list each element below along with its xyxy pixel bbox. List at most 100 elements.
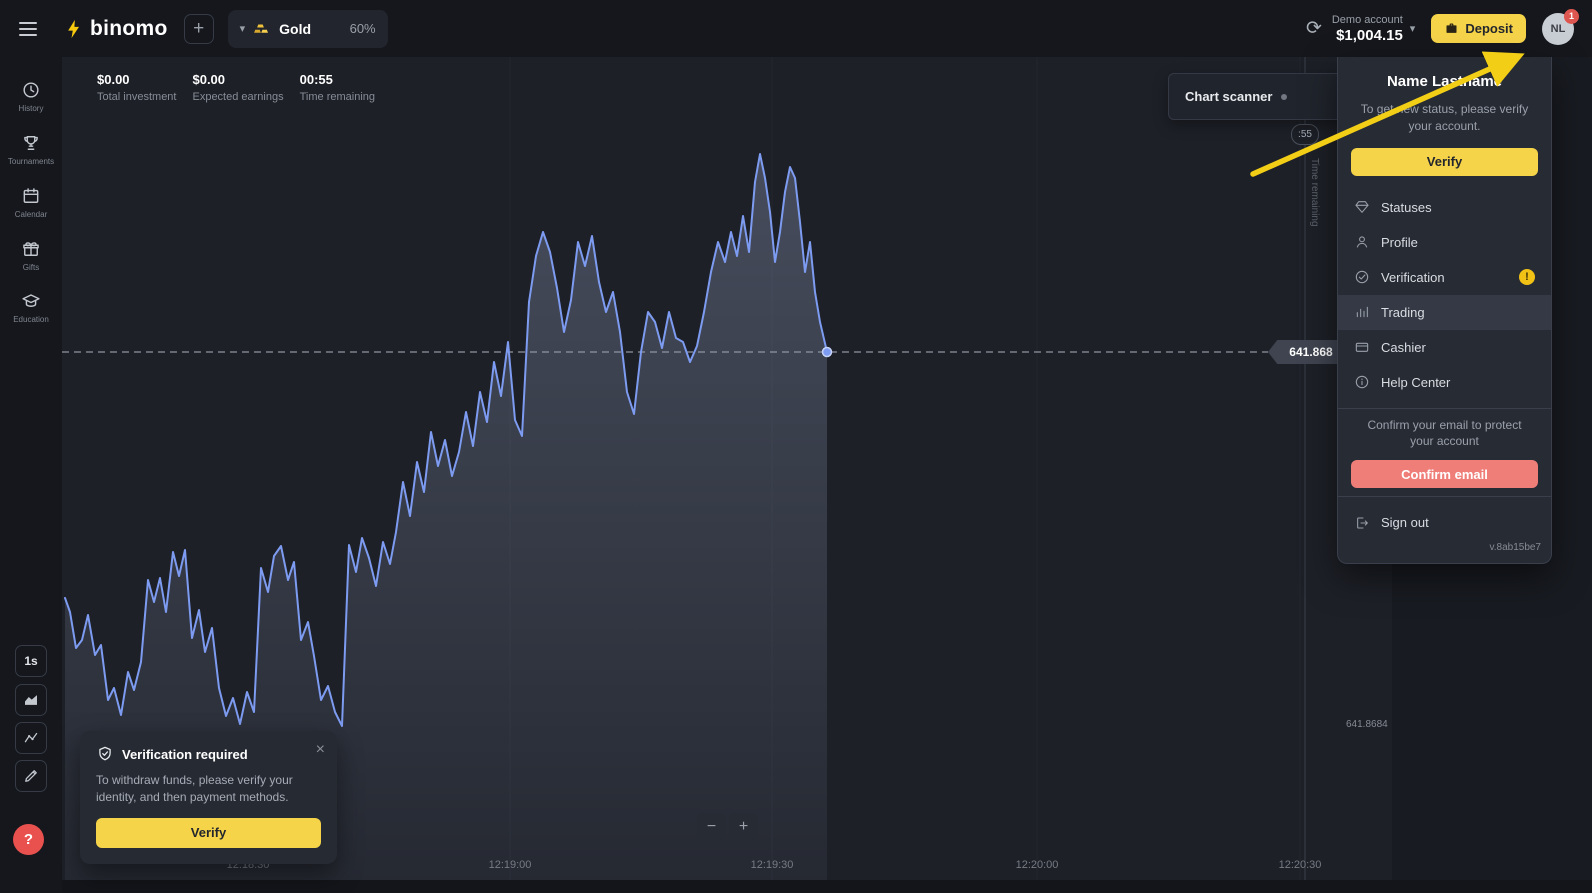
stat-label: Time remaining (299, 91, 376, 103)
menu-item-label: Verification (1381, 269, 1445, 285)
account-chevron-down-icon[interactable]: ▾ (1409, 23, 1416, 35)
lightning-bolt-icon (68, 19, 79, 38)
sign-out-icon (1357, 517, 1368, 529)
avatar[interactable]: NL 1 (1542, 8, 1579, 45)
account-menu-list: Statuses Profile Verification ! Trading … (1338, 190, 1551, 400)
menu-item-label: Trading (1381, 304, 1425, 320)
indicators-button[interactable] (15, 722, 47, 754)
sign-out-button[interactable]: Sign out (1338, 505, 1551, 540)
menu-item-label: Statuses (1381, 199, 1432, 215)
notification-count-badge: 1 (1564, 8, 1579, 24)
menu-item-verification[interactable]: Verification ! (1338, 260, 1551, 295)
stat-value: $0.00 (97, 72, 130, 87)
zoom-out-button[interactable]: − (697, 813, 726, 840)
menu-item-help-center[interactable]: Help Center (1338, 365, 1551, 400)
chevron-down-icon: ▾ (239, 23, 246, 35)
menu-item-profile[interactable]: Profile (1338, 225, 1551, 260)
trade-stats: $0.00 Total investment $0.00 Expected ea… (97, 72, 375, 103)
add-asset-button[interactable]: + (183, 13, 214, 44)
verification-notification: Verification required × To withdraw fund… (80, 731, 337, 864)
deposit-label: Deposit (1465, 21, 1513, 36)
info-circle-icon (1355, 375, 1369, 389)
asset-payout: 60% (349, 21, 376, 36)
sidebar-item-label: Calendar (14, 210, 48, 219)
account-dropdown-menu: Name Lastname To get new status, please … (1337, 57, 1552, 565)
price-series-line (64, 153, 828, 727)
time-remaining-axis-label: Time remaining (1309, 158, 1320, 227)
stat-total-investment: $0.00 Total investment (97, 72, 176, 103)
time-tick: 12:20:00 (1015, 859, 1059, 871)
asset-selector[interactable]: ▾ Gold 60% (227, 9, 388, 48)
person-icon (1356, 236, 1368, 248)
sidebar-item-label: Gifts (22, 263, 40, 272)
shield-check-icon (99, 746, 111, 761)
binomo-logo[interactable]: binomo (64, 17, 168, 41)
sidebar-item-tournaments[interactable]: Tournaments (0, 133, 62, 166)
current-price-dot (821, 346, 833, 358)
help-button[interactable]: ? (13, 824, 44, 855)
stat-time-remaining: 00:55 Time remaining (300, 72, 375, 103)
current-price-tag: 641.868 (1268, 340, 1346, 364)
divider (1338, 407, 1551, 409)
gift-icon (23, 242, 39, 256)
sidebar-item-history[interactable]: History (0, 80, 62, 113)
sidebar-item-label: Education (13, 315, 49, 324)
divider (1338, 496, 1551, 498)
logo-text: binomo (90, 16, 168, 40)
check-circle-icon (1355, 270, 1369, 284)
chart-interval-button[interactable]: 1s (15, 645, 47, 677)
account-balance: $1,004.15 (1336, 26, 1403, 44)
stat-label: Expected earnings (192, 91, 284, 103)
sidebar-item-label: Tournaments (7, 157, 55, 166)
time-tick: 12:19:30 (750, 859, 794, 871)
email-prompt: Confirm your email to protect your accou… (1367, 417, 1522, 449)
attention-badge: ! (1519, 269, 1535, 286)
asset-name: Gold (279, 20, 312, 37)
confirm-email-button[interactable]: Confirm email (1351, 460, 1538, 489)
drawing-tools-button[interactable] (15, 760, 47, 792)
stat-expected-earnings: $0.00 Expected earnings (192, 72, 283, 103)
graduation-cap-icon (22, 294, 40, 307)
briefcase-icon (1446, 23, 1457, 33)
pencil-icon (25, 770, 37, 782)
zoom-in-button[interactable]: + (729, 813, 758, 840)
avatar-initials: NL (1550, 22, 1566, 35)
menu-item-statuses[interactable]: Statuses (1338, 190, 1551, 225)
menu-item-trading[interactable]: Trading (1338, 294, 1551, 330)
refresh-balance-icon[interactable]: ⟳ (1305, 18, 1322, 39)
stat-label: Total investment (97, 91, 177, 103)
stat-value: 00:55 (299, 72, 333, 87)
hamburger-menu-button[interactable] (0, 0, 56, 57)
close-icon[interactable]: × (315, 741, 325, 758)
clock-icon (23, 82, 39, 98)
time-tick: 12:20:30 (1278, 859, 1322, 871)
sidebar-item-education[interactable]: Education (0, 291, 62, 324)
sidebar-item-gifts[interactable]: Gifts (0, 239, 62, 272)
trophy-icon (24, 136, 38, 150)
stat-value: $0.00 (192, 72, 226, 87)
area-chart-icon (25, 695, 37, 705)
sidebar-item-calendar[interactable]: Calendar (0, 186, 62, 219)
chart-scanner-label: Chart scanner (1185, 89, 1273, 104)
price-axis-label: 641.8684 (1346, 719, 1388, 730)
app-version: v.8ab15be7 (1489, 542, 1541, 554)
verify-button[interactable]: Verify (96, 817, 321, 848)
bar-chart-icon (1356, 306, 1368, 318)
topbar-right: ⟳ Demo account $1,004.15 ▾ Deposit NL 1 (1305, 8, 1592, 45)
status-prompt: To get new status, please verify your ac… (1360, 102, 1529, 133)
menu-item-cashier[interactable]: Cashier (1338, 330, 1551, 365)
menu-item-label: Profile (1381, 234, 1418, 250)
deposit-button[interactable]: Deposit (1431, 14, 1526, 43)
gold-bars-icon (254, 24, 269, 33)
menu-item-label: Help Center (1381, 374, 1451, 390)
time-remaining-pill: :55 (1291, 124, 1319, 145)
account-switcher[interactable]: Demo account $1,004.15 (1332, 14, 1403, 44)
chart-type-button[interactable] (15, 684, 47, 716)
verify-account-button[interactable]: Verify (1351, 147, 1538, 176)
chart-bottom-strip (62, 880, 1592, 893)
calendar-icon (23, 188, 39, 203)
notification-header: Verification required (96, 745, 321, 763)
chart-scanner-button[interactable]: Chart scanner (1168, 73, 1345, 120)
